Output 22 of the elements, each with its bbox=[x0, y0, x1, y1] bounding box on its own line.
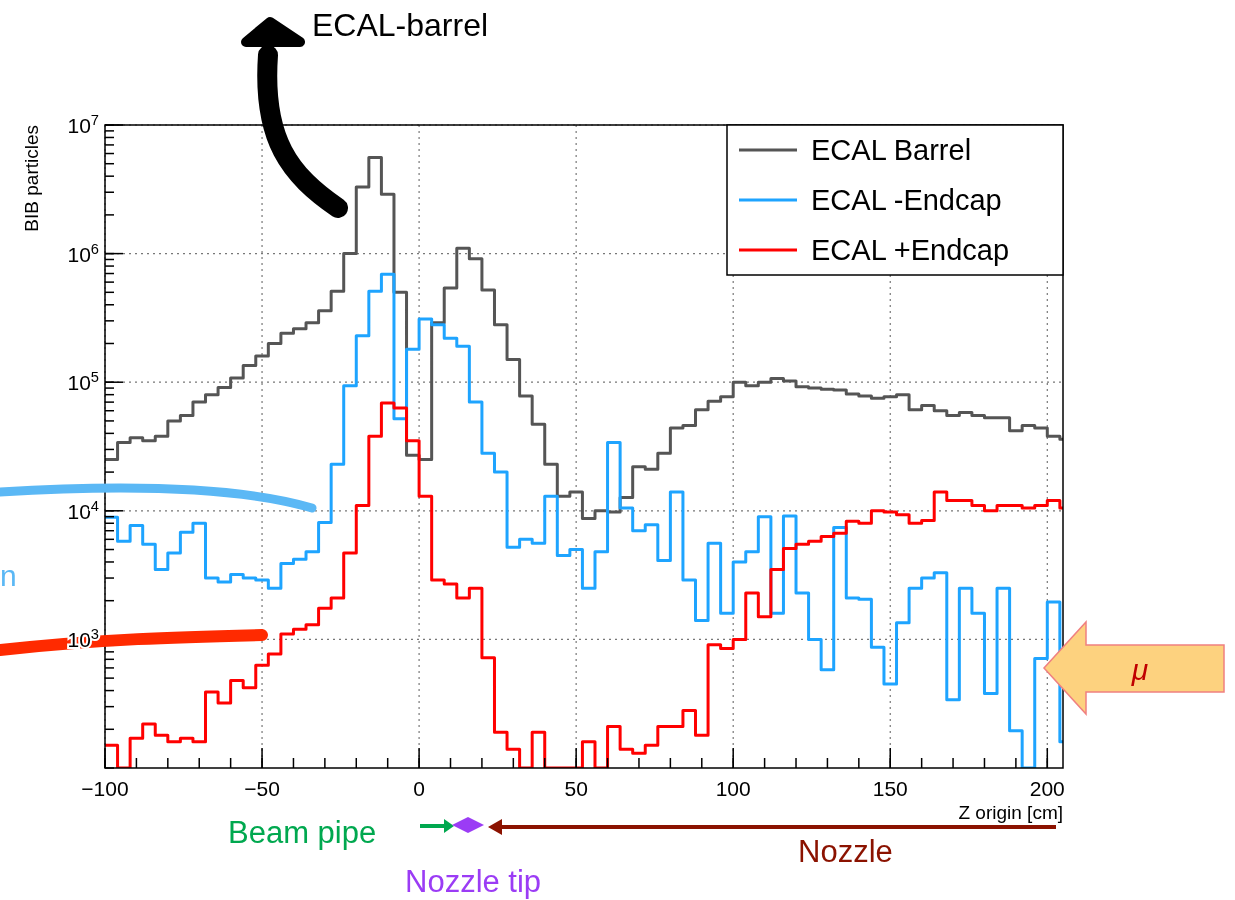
y-tick-label: 10$^{7}$ bbox=[67, 112, 99, 137]
legend-label: ECAL +Endcap bbox=[811, 234, 1010, 266]
x-tick-label: 0 bbox=[413, 777, 425, 800]
text: Beam pipe bbox=[228, 815, 377, 850]
x-tick-label: −100 bbox=[81, 777, 129, 800]
y-tick-label: 10$^{5}$ bbox=[67, 369, 99, 395]
x-tick-label: 50 bbox=[564, 777, 588, 800]
x-axis-title: Z origin [cm] bbox=[958, 802, 1063, 823]
x-tick-label: 100 bbox=[715, 777, 751, 800]
y-tick-label: 10$^{4}$ bbox=[67, 497, 99, 523]
legend-label: ECAL -Endcap bbox=[811, 184, 1002, 216]
text: Nozzle tip bbox=[405, 864, 542, 899]
text: n bbox=[0, 559, 17, 592]
y-axis-title: BIB particles bbox=[21, 125, 42, 232]
legend-label: ECAL Barrel bbox=[811, 134, 972, 166]
x-tick-label: 200 bbox=[1029, 777, 1065, 800]
text: Nozzle bbox=[798, 834, 893, 869]
x-tick-label: 150 bbox=[872, 777, 908, 800]
text: μ bbox=[1130, 653, 1149, 686]
y-tick-label: 10$^{6}$ bbox=[67, 240, 99, 266]
x-tick-label: −50 bbox=[244, 777, 280, 800]
text: ECAL-barrel bbox=[312, 7, 489, 43]
